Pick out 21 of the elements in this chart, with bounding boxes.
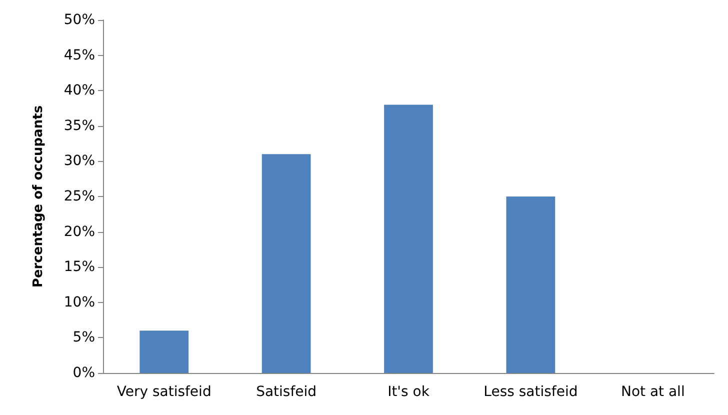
bar	[262, 154, 311, 373]
bar	[140, 330, 189, 373]
x-tick-label: It's ok	[388, 384, 430, 400]
y-tick-label: 35%	[64, 118, 95, 134]
x-tick-label: Not at all	[620, 384, 685, 400]
y-tick-label: 20%	[64, 224, 95, 240]
x-tick-label: Satisfeid	[256, 384, 317, 400]
y-axis-title: Percentage of occupants	[31, 105, 46, 288]
y-tick-label: 0%	[72, 365, 95, 381]
x-tick-label: Very satisfeid	[116, 384, 212, 400]
x-tick-label: Less satisfeid	[484, 384, 578, 400]
y-tick-label: 40%	[64, 82, 95, 99]
y-tick-label: 50%	[64, 12, 95, 28]
y-tick-label: 10%	[64, 294, 95, 310]
y-tick-label: 30%	[64, 153, 95, 170]
y-tick-label: 25%	[64, 188, 95, 204]
y-tick-label: 15%	[64, 259, 95, 276]
bar	[506, 196, 556, 373]
bar	[384, 104, 433, 373]
y-tick-label: 45%	[64, 47, 95, 64]
y-tick-label: 5%	[72, 330, 95, 346]
